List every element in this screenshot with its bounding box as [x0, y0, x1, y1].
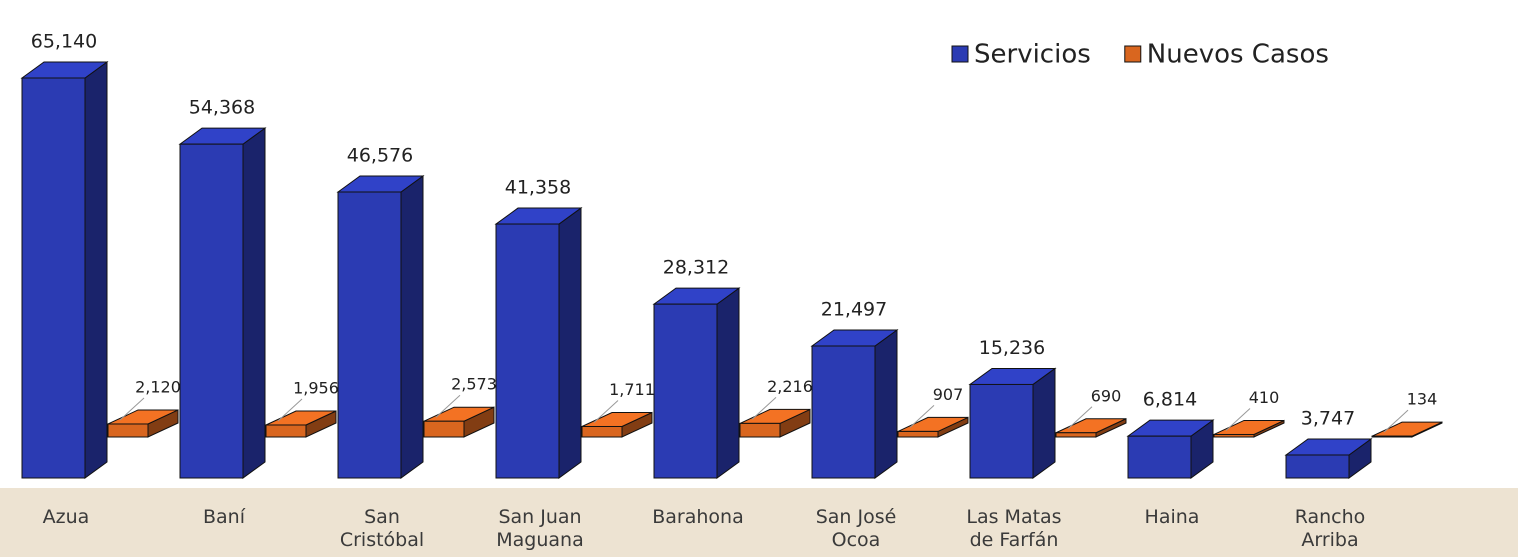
legend-label: Nuevos Casos — [1147, 40, 1329, 70]
bar-side — [1032, 367, 1056, 479]
bar-side — [874, 329, 898, 479]
data-label: 21,497 — [821, 298, 887, 320]
leader-line — [593, 400, 619, 423]
bar-side — [558, 207, 582, 479]
x-tick-label: Las Matas de Farfán — [966, 506, 1062, 551]
bar-top — [1371, 421, 1443, 437]
bar-side — [84, 61, 108, 479]
bar — [107, 423, 149, 438]
bar — [653, 303, 718, 479]
category-band — [0, 488, 1518, 557]
leader-line — [909, 405, 935, 428]
bar — [897, 430, 939, 438]
bar-side — [716, 287, 740, 479]
bar — [423, 420, 465, 438]
legend-swatch — [1124, 45, 1142, 63]
bar — [811, 345, 876, 479]
bar — [1055, 432, 1097, 438]
bar — [1213, 433, 1255, 438]
bar — [495, 223, 560, 479]
leader-line — [1067, 406, 1093, 430]
x-tick-label: San José Ocoa — [815, 506, 897, 551]
leader-line — [1383, 409, 1409, 433]
bar — [1285, 454, 1350, 479]
x-tick-label: Rancho Arriba — [1294, 506, 1366, 551]
leader-line — [119, 397, 145, 421]
data-label: 6,814 — [1143, 389, 1197, 411]
data-label: 54,368 — [189, 97, 255, 119]
data-label: 410 — [1249, 388, 1280, 407]
data-label: 46,576 — [347, 144, 413, 166]
leader-line — [1225, 408, 1251, 431]
data-label: 41,358 — [505, 177, 571, 199]
leader-line — [277, 398, 303, 422]
x-tick-label: Haina — [1144, 506, 1200, 528]
bar — [739, 422, 781, 438]
x-tick-label: San Juan Maguana — [496, 506, 584, 551]
bar — [1371, 435, 1413, 438]
bar — [265, 424, 307, 438]
bar — [581, 425, 623, 438]
leader-line — [751, 397, 777, 420]
data-label: 2,120 — [135, 377, 181, 396]
data-label: 28,312 — [663, 257, 729, 279]
data-label: 690 — [1091, 386, 1122, 405]
x-tick-label: San Cristóbal — [339, 506, 425, 551]
bar-side — [242, 127, 266, 479]
x-tick-label: Azua — [42, 506, 90, 528]
data-label: 65,140 — [31, 31, 97, 53]
legend-label: Servicios — [974, 40, 1091, 70]
data-label: 3,747 — [1301, 407, 1355, 429]
data-label: 1,956 — [293, 378, 339, 397]
legend-swatch — [951, 45, 969, 63]
data-label: 2,216 — [767, 377, 813, 396]
data-label: 907 — [933, 385, 964, 404]
bar — [969, 383, 1034, 479]
data-label: 1,711 — [609, 380, 655, 399]
data-label: 134 — [1407, 390, 1438, 409]
bar — [1127, 435, 1192, 479]
x-tick-label: Baní — [203, 506, 245, 528]
bar-side — [400, 175, 424, 479]
x-tick-label: Barahona — [652, 506, 744, 528]
leader-line — [435, 394, 461, 418]
bar — [21, 77, 86, 479]
bar — [337, 191, 402, 479]
data-label: 15,236 — [979, 337, 1045, 359]
bar — [179, 143, 244, 479]
data-label: 2,573 — [451, 375, 497, 394]
